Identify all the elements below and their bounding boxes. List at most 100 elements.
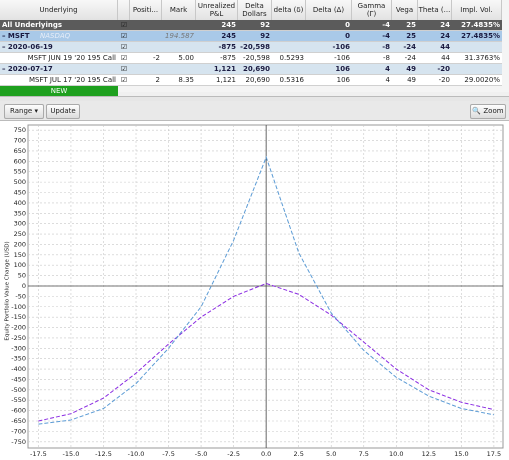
x-tick-label: -5.0 bbox=[195, 450, 208, 458]
zoom-button[interactable]: 🔍 Zoom bbox=[470, 104, 506, 119]
table-cell: -106 bbox=[332, 43, 350, 51]
y-tick-label: -200 bbox=[11, 324, 26, 332]
y-tick-label: -500 bbox=[11, 386, 26, 394]
table-cell: -8 bbox=[383, 54, 390, 62]
table-row bbox=[0, 75, 502, 86]
x-tick-label: -12.5 bbox=[95, 450, 112, 458]
header-cell: Positi... bbox=[130, 0, 162, 20]
table-cell: 0.5316 bbox=[279, 76, 305, 84]
y-tick-label: 150 bbox=[14, 251, 26, 259]
y-tick-label: 750 bbox=[14, 126, 26, 134]
x-tick-label: 0.0 bbox=[261, 450, 271, 458]
table-cell: -8 bbox=[382, 43, 390, 51]
table-cell: 49 bbox=[406, 65, 416, 73]
y-tick-label: -600 bbox=[11, 407, 26, 415]
y-tick-label: -700 bbox=[11, 427, 26, 435]
x-tick-label: -10.0 bbox=[128, 450, 145, 458]
table-cell: 31.3763% bbox=[464, 54, 500, 62]
checkbox[interactable]: ☑ bbox=[120, 65, 128, 73]
header-cell: Mark bbox=[162, 0, 196, 20]
table-row bbox=[0, 42, 502, 53]
y-tick-label: -100 bbox=[11, 303, 26, 311]
table-cell: -24 bbox=[404, 54, 416, 62]
y-tick-label: 700 bbox=[14, 137, 26, 145]
table-cell: NEW bbox=[0, 86, 118, 97]
header-cell: Unrealized P&L bbox=[196, 0, 238, 20]
range-button[interactable]: Range ▾ bbox=[4, 104, 44, 119]
header-cell bbox=[118, 0, 130, 20]
table-cell: -875 bbox=[220, 54, 236, 62]
table-cell: 5.00 bbox=[178, 54, 194, 62]
table-cell: MSFT JUN 19 '20 195 Call bbox=[27, 54, 116, 62]
y-tick-label: 300 bbox=[14, 220, 26, 228]
table-cell: – 2020-07-17 bbox=[2, 65, 53, 73]
update-button[interactable]: Update bbox=[46, 104, 80, 119]
x-tick-label: 12.5 bbox=[422, 450, 436, 458]
checkbox[interactable]: ☑ bbox=[120, 32, 128, 40]
chart: Equity Portfolio Value Change (USD) -750… bbox=[0, 121, 509, 460]
table-cell: 0 bbox=[345, 21, 350, 29]
x-tick-label: -7.5 bbox=[162, 450, 175, 458]
table-cell: 24 bbox=[440, 21, 450, 29]
y-tick-label: -650 bbox=[11, 417, 26, 425]
y-tick-label: 550 bbox=[14, 168, 26, 176]
checkbox[interactable]: ☑ bbox=[120, 21, 128, 29]
y-tick-label: 500 bbox=[14, 178, 26, 186]
y-tick-label: 100 bbox=[14, 261, 26, 269]
x-tick-label: 2.5 bbox=[294, 450, 304, 458]
table-cell: 49 bbox=[407, 76, 416, 84]
table-cell: 92 bbox=[260, 21, 270, 29]
toolbar bbox=[0, 101, 509, 121]
table-cell: All Underlyings bbox=[2, 21, 63, 29]
table-cell: 2 bbox=[155, 76, 160, 84]
table-row bbox=[0, 31, 502, 42]
table-cell: 44 bbox=[441, 54, 450, 62]
header-cell: Delta (Δ) bbox=[306, 0, 352, 20]
table-cell: -2 bbox=[153, 54, 160, 62]
dropdown-icon: ▾ bbox=[34, 107, 38, 115]
table-cell: 20,690 bbox=[245, 76, 271, 84]
table-cell: -20 bbox=[437, 65, 450, 73]
table-cell: 4 bbox=[385, 76, 390, 84]
table-row bbox=[0, 20, 502, 31]
y-tick-label: -300 bbox=[11, 344, 26, 352]
y-tick-label: 600 bbox=[14, 157, 26, 165]
y-tick-label: -400 bbox=[11, 365, 26, 373]
table-cell: 245 bbox=[221, 21, 236, 29]
table-cell: -24 bbox=[403, 43, 416, 51]
header-cell: Theta (... bbox=[418, 0, 452, 20]
y-tick-label: 650 bbox=[14, 147, 26, 155]
checkbox[interactable]: ☑ bbox=[120, 76, 128, 84]
y-tick-label: 400 bbox=[14, 199, 26, 207]
table-row bbox=[0, 64, 502, 75]
x-tick-label: 17.5 bbox=[487, 450, 501, 458]
table-cell: 1,121 bbox=[213, 65, 236, 73]
table-cell: 4 bbox=[385, 65, 390, 73]
table-cell: -20 bbox=[438, 76, 450, 84]
table-cell: 0.5293 bbox=[279, 54, 305, 62]
x-tick-label: -15.0 bbox=[63, 450, 80, 458]
risk-table: Underlying Positi... Mark Unrealized P&L Del… bbox=[0, 0, 509, 97]
checkbox[interactable]: ☑ bbox=[120, 54, 128, 62]
series-line bbox=[38, 155, 494, 425]
table-cell: 25 bbox=[406, 32, 416, 40]
checkbox[interactable]: ☑ bbox=[120, 43, 128, 51]
y-tick-label: 200 bbox=[14, 240, 26, 248]
table-cell: 106 bbox=[336, 76, 350, 84]
table-cell: 245 bbox=[221, 32, 236, 40]
y-tick-label: -450 bbox=[11, 375, 26, 383]
y-tick-label: 50 bbox=[18, 272, 26, 280]
table-cell: 24 bbox=[440, 32, 450, 40]
range-label: Range bbox=[10, 107, 33, 115]
header-cell: Gamma (Γ) bbox=[352, 0, 392, 20]
header-cell: Underlying bbox=[0, 0, 118, 20]
header-cell: Impl. Vol. bbox=[452, 0, 502, 20]
x-tick-label: 10.0 bbox=[389, 450, 403, 458]
zoom-label: Zoom bbox=[483, 107, 504, 115]
table-cell: MSFT JUL 17 '20 195 Call bbox=[28, 76, 116, 84]
y-tick-label: -50 bbox=[15, 292, 26, 300]
x-tick-label: 15.0 bbox=[454, 450, 468, 458]
y-tick-label: -550 bbox=[11, 396, 26, 404]
x-tick-label: 7.5 bbox=[359, 450, 369, 458]
